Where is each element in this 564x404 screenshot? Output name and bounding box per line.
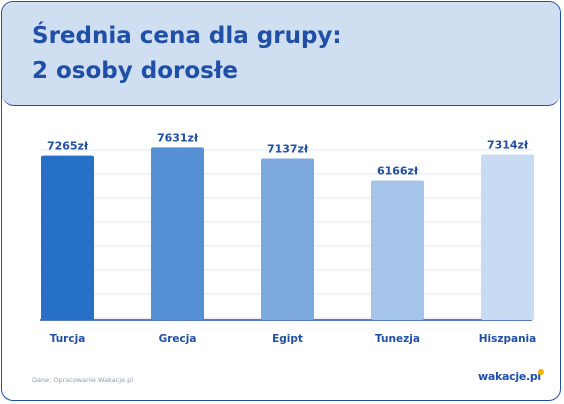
category-label: Turcja — [50, 333, 86, 345]
category-label: Grecja — [159, 333, 197, 345]
sun-icon — [537, 369, 544, 375]
bar-hiszpania — [481, 154, 534, 320]
logo-text: wakacje.pl — [478, 370, 541, 383]
category-label: Egipt — [272, 333, 303, 345]
data-label: 7314zł — [487, 139, 529, 152]
category-label: Tunezja — [375, 333, 420, 345]
chart-header: Średnia cena dla grupy: 2 osoby dorosłe — [2, 2, 560, 106]
bar-grecja — [151, 147, 204, 320]
data-label: 6166zł — [377, 165, 419, 178]
bar-chart: 7265zł Turcja 7631zł Grecja 7137zł Egipt 6166z… — [40, 131, 537, 345]
data-label: 7265zł — [47, 140, 89, 153]
title-line-1: Średnia cena dla grupy: — [32, 23, 342, 49]
bar-egipt — [261, 158, 314, 320]
source-note: Dane: Opracowanie Wakacje.pl — [32, 376, 134, 384]
chart-title: Średnia cena dla grupy: 2 osoby dorosłe — [32, 19, 342, 89]
data-label: 7137zł — [267, 143, 309, 156]
bar-turcja — [41, 155, 94, 320]
category-label: Hiszpania — [479, 333, 537, 345]
brand-logo: wakacje.pl — [478, 369, 544, 383]
bar-tunezja — [371, 180, 424, 320]
data-label: 7631zł — [157, 131, 199, 144]
title-line-2: 2 osoby dorosłe — [32, 58, 239, 84]
